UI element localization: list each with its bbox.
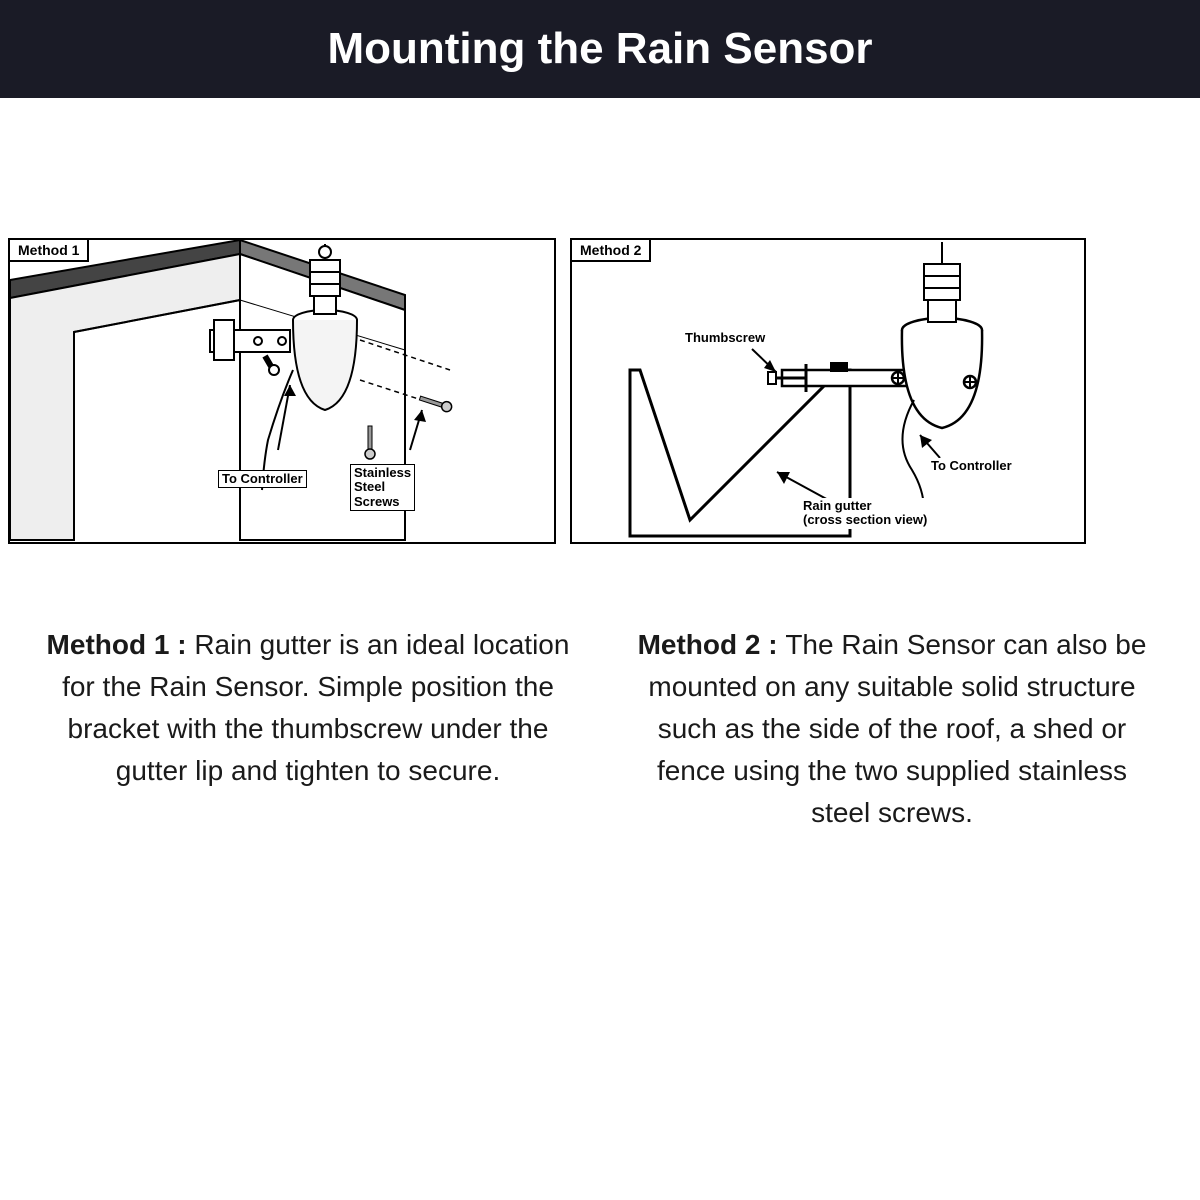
method1-tag: Method 1	[10, 240, 89, 262]
label-thumbscrew: Thumbscrew	[682, 330, 768, 346]
label-to-controller-1: To Controller	[218, 470, 307, 488]
label-to-controller-2: To Controller	[928, 458, 1015, 474]
method1-diagram	[10, 240, 554, 542]
caption-method1: Method 1 : Rain gutter is an ideal locat…	[40, 624, 576, 834]
caption1-bold: Method 1 :	[47, 629, 195, 660]
label-rain-gutter: Rain gutter (cross section view)	[800, 498, 930, 529]
method2-tag: Method 2	[572, 240, 651, 262]
method1-panel: Method 1	[8, 238, 556, 544]
method2-panel: Method 2	[570, 238, 1086, 544]
diagram-row: Method 1	[0, 98, 1200, 544]
label-screws: Stainless Steel Screws	[350, 464, 415, 511]
method2-diagram	[572, 240, 1084, 542]
captions-row: Method 1 : Rain gutter is an ideal locat…	[0, 544, 1200, 834]
caption2-bold: Method 2 :	[638, 629, 786, 660]
caption-method2: Method 2 : The Rain Sensor can also be m…	[624, 624, 1160, 834]
page-title: Mounting the Rain Sensor	[0, 0, 1200, 98]
